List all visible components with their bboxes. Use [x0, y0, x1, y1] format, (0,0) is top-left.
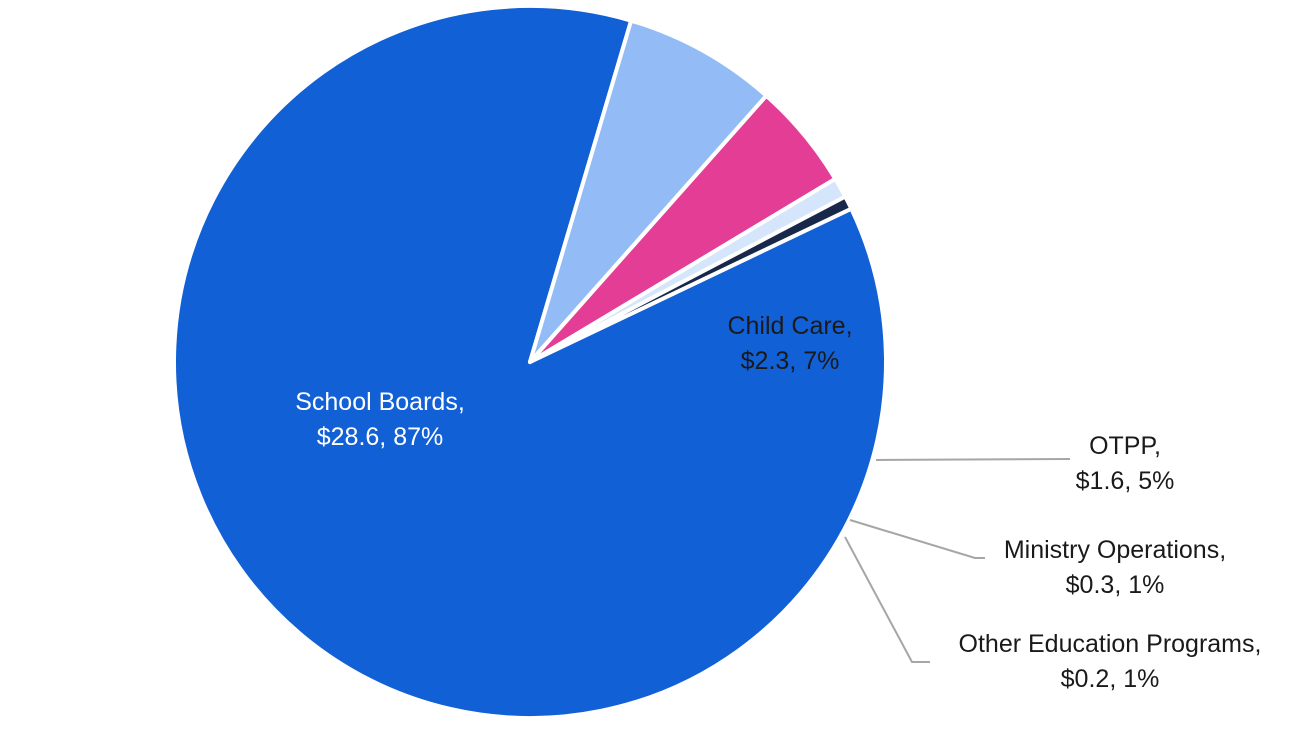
pie-slices — [172, 4, 888, 720]
data-label-ministry-operations: Ministry Operations, $0.3, 1% — [1004, 536, 1226, 599]
data-label-value: $2.3, 7% — [741, 347, 840, 375]
data-label-name: Child Care, — [727, 312, 852, 340]
data-labels: School Boards, $28.6, 87% Child Care, $2.3,… — [295, 312, 1261, 693]
data-label-value: $0.3, 1% — [1066, 571, 1165, 599]
data-label-value: $1.6, 5% — [1076, 467, 1175, 495]
data-label-other-education-programs: Other Education Programs, $0.2, 1% — [959, 630, 1262, 693]
data-label-name: Ministry Operations, — [1004, 536, 1226, 564]
data-label-value: $0.2, 1% — [1061, 665, 1160, 693]
pie-slice-other-education-programs — [528, 194, 854, 364]
leader-line-other-education-programs — [844, 536, 930, 663]
leader-line-ministry-operations — [849, 519, 985, 559]
leader-lines — [844, 458, 1071, 663]
data-label-otpp: OTPP, $1.6, 5% — [1076, 432, 1175, 495]
data-label-value: $28.6, 87% — [317, 423, 444, 451]
pie-slice-child-care — [528, 18, 769, 364]
data-label-school-boards: School Boards, $28.6, 87% — [295, 388, 465, 451]
data-label-child-care: Child Care, $2.3, 7% — [727, 312, 852, 375]
leader-line-otpp — [875, 458, 1071, 461]
data-label-name: OTPP, — [1089, 432, 1161, 460]
data-label-name: School Boards, — [295, 388, 465, 416]
data-label-name: Other Education Programs, — [959, 630, 1262, 658]
